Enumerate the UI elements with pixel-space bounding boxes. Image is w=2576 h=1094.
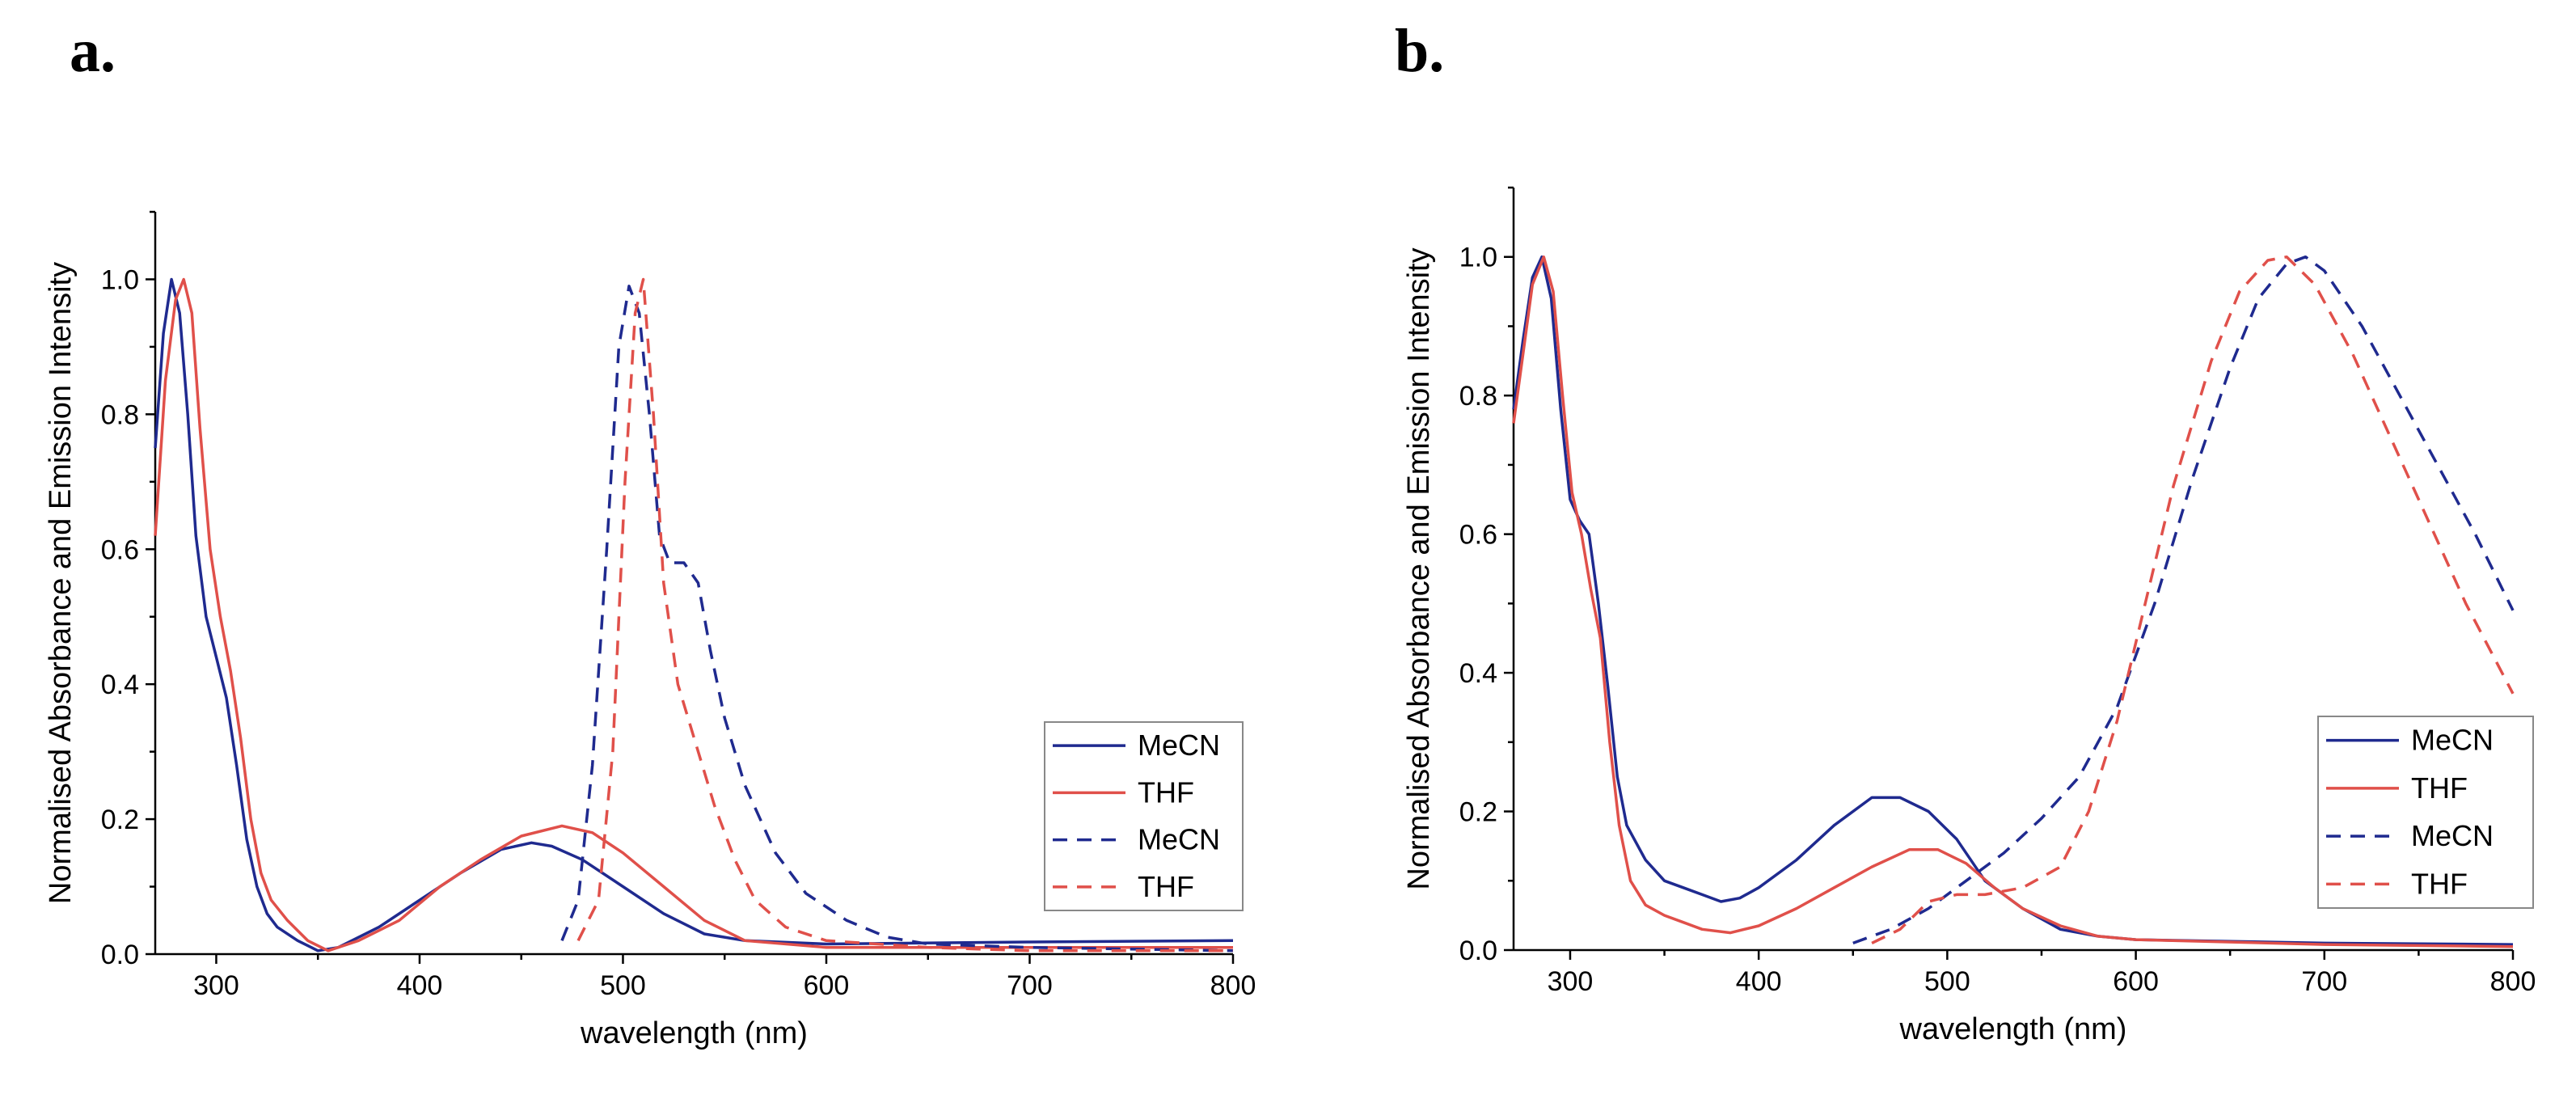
y-tick-label: 0.4 — [101, 669, 139, 700]
legend-label: THF — [1138, 870, 1194, 903]
series-line-mecn-solid — [154, 277, 1234, 952]
legend: MeCN THF MeCN THF — [1044, 721, 1244, 911]
series-line-thf-dashed — [576, 277, 1233, 952]
y-tick-label: 0.2 — [101, 805, 139, 835]
legend-label: THF — [2411, 771, 2468, 805]
y-tick-label: 0.2 — [1459, 797, 1497, 828]
x-tick-label: 400 — [397, 970, 443, 1001]
series-line-thf-solid — [154, 277, 1233, 952]
chart-panel-a: 300 400 500 600 700 800 0.0 0.2 0.4 0.6 0.8 1.0 wave… — [44, 210, 1256, 1050]
y-tick-label: 0.8 — [101, 399, 139, 430]
legend-box — [1044, 721, 1244, 911]
series-line-thf-dashed — [1871, 255, 2515, 944]
series-line-mecn-dashed — [560, 285, 1234, 952]
legend: MeCN THF MeCN THF — [2317, 716, 2534, 909]
y-axis-title: Normalised Absorbance and Emission Inten… — [44, 262, 78, 904]
series-line-thf-solid — [1512, 255, 2514, 948]
x-tick-label: 500 — [600, 970, 646, 1001]
legend-label: MeCN — [2411, 724, 2494, 757]
x-tick-label: 800 — [2490, 966, 2536, 997]
x-tick-label: 300 — [1548, 966, 1594, 997]
y-tick-label: 0.4 — [1459, 658, 1497, 689]
x-tick-label: 300 — [193, 970, 239, 1001]
y-tick-label: 0.0 — [101, 940, 139, 970]
chart-panel-b: 300 400 500 600 700 800 0.0 0.2 0.4 0.6 0.8 1.0 wave… — [1402, 186, 2536, 1046]
legend-label: MeCN — [1138, 729, 1220, 762]
y-axis-title: Normalised Absorbance and Emission Inten… — [1402, 247, 1436, 889]
x-tick-label: 500 — [1924, 966, 1970, 997]
x-axis-title: wavelength (nm) — [1899, 1012, 2127, 1046]
panel-label-a: a. — [70, 17, 116, 85]
y-tick-label: 0.6 — [101, 534, 139, 565]
y-tick-label: 1.0 — [101, 264, 139, 295]
legend-label: THF — [1138, 775, 1194, 809]
x-tick-label: 700 — [1007, 970, 1053, 1001]
x-tick-label: 400 — [1736, 966, 1782, 997]
panel-label-b: b. — [1395, 17, 1445, 85]
legend-label: MeCN — [1138, 823, 1220, 856]
x-tick-label: 600 — [804, 970, 850, 1001]
x-tick-label: 700 — [2301, 966, 2347, 997]
x-axis-title: wavelength (nm) — [580, 1016, 808, 1050]
x-tick-label: 800 — [1210, 970, 1256, 1001]
x-tick-label: 600 — [2113, 966, 2159, 997]
legend-label: MeCN — [2411, 819, 2494, 852]
series-line-mecn-dashed — [1852, 255, 2515, 945]
legend-box — [2317, 716, 2534, 909]
y-tick-label: 1.0 — [1459, 243, 1497, 273]
y-tick-label: 0.8 — [1459, 381, 1497, 412]
legend-label: THF — [2411, 867, 2468, 900]
y-tick-label: 0.0 — [1459, 936, 1497, 966]
y-tick-label: 0.6 — [1459, 520, 1497, 551]
